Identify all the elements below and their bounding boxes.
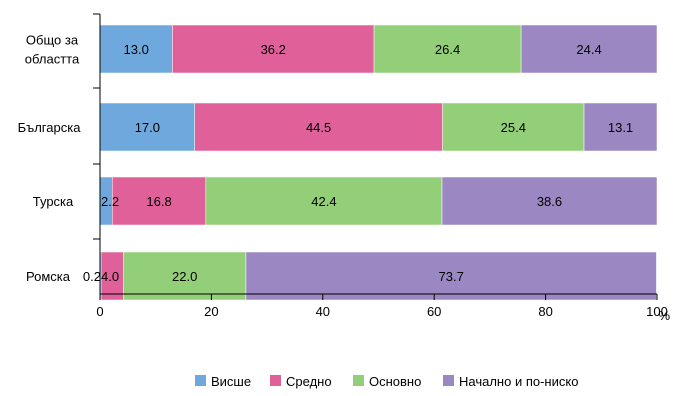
data-label: 22.0	[172, 269, 197, 284]
x-ticks: 0 20 40 60 80 100	[96, 294, 668, 319]
data-label: 36.2	[261, 42, 286, 57]
bar-segment	[99, 24, 173, 74]
bar-segment	[441, 176, 658, 226]
x-tick-label: 20	[204, 304, 218, 319]
x-unit-label: %	[658, 308, 670, 323]
data-label: 42.4	[311, 194, 336, 209]
bars	[99, 24, 658, 301]
data-label: 17.0	[135, 120, 160, 135]
x-tick-label: 80	[538, 304, 552, 319]
data-label: 38.6	[537, 194, 562, 209]
bar-segment	[373, 24, 522, 74]
category-label: Ромска	[26, 269, 71, 284]
category-label: Българска	[18, 120, 82, 135]
bar-segment	[99, 102, 195, 152]
legend-swatch	[443, 375, 454, 386]
data-label: 44.5	[306, 120, 331, 135]
bar-segment	[194, 102, 443, 152]
legend-label: Основно	[369, 374, 421, 389]
legend-swatch	[195, 375, 206, 386]
x-tick-label: 100	[646, 304, 668, 319]
data-label: 13.0	[124, 42, 149, 57]
data-label: 0.2	[83, 269, 101, 284]
bar-segment	[123, 251, 247, 301]
data-label: 24.4	[576, 42, 601, 57]
bar-segment	[442, 102, 585, 152]
data-label: 26.4	[435, 42, 460, 57]
bar-segment	[245, 251, 657, 301]
legend-swatch	[270, 375, 281, 386]
legend-label: Средно	[286, 374, 332, 389]
bar-segment	[520, 24, 658, 74]
legend-label: Начално и по-ниско	[459, 374, 578, 389]
data-label: 16.8	[146, 194, 171, 209]
legend-label: Висше	[211, 374, 251, 389]
data-label: 13.1	[608, 120, 633, 135]
bar-segment	[205, 176, 443, 226]
x-tick-label: 40	[316, 304, 330, 319]
x-tick-label: 0	[96, 304, 103, 319]
data-label: 73.7	[439, 269, 464, 284]
category-label: Турска	[33, 194, 74, 209]
data-label: 4.0	[101, 269, 119, 284]
axes	[93, 13, 657, 295]
bar-segment	[172, 24, 375, 74]
legend-swatch	[353, 375, 364, 386]
category-labels: Общо за областта Българска Турска Ромска	[18, 33, 82, 285]
bar-segment	[583, 102, 658, 152]
category-label: Общо за областта	[25, 33, 80, 67]
bar-segment	[112, 176, 207, 226]
x-tick-label: 60	[427, 304, 441, 319]
data-labels: 13.0 36.2 26.4 24.4 17.0 44.5 25.4 13.1 2.2 16.8 4…	[83, 42, 633, 284]
data-label: 25.4	[501, 120, 526, 135]
legend: Висше Средно Основно Начално и по-ниско	[195, 374, 578, 389]
data-label: 2.2	[101, 194, 119, 209]
